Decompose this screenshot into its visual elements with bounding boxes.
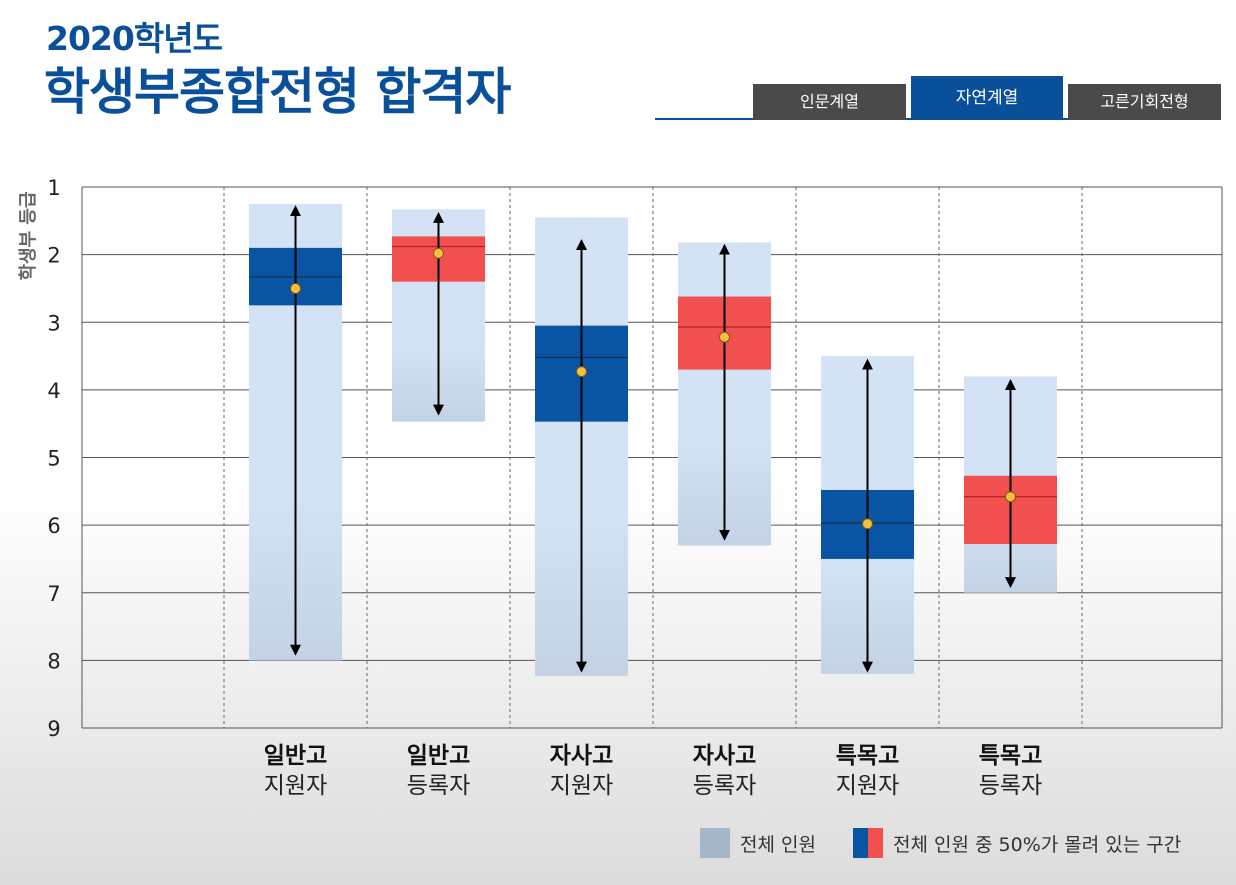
page-title: 학생부종합전형 합격자 bbox=[44, 63, 511, 121]
tab-natural-sciences[interactable]: 자연계열 bbox=[911, 76, 1063, 120]
mean-dot bbox=[862, 518, 873, 530]
category-label-line2: 등록자 bbox=[979, 773, 1042, 799]
y-tick-label: 5 bbox=[47, 447, 60, 471]
legend-middle50-label: 전체 인원 중 50%가 몰려 있는 구간 bbox=[893, 833, 1182, 856]
y-tick-label: 9 bbox=[47, 717, 60, 741]
y-tick-label: 7 bbox=[47, 582, 60, 606]
mean-dot bbox=[719, 331, 730, 343]
y-tick-label: 4 bbox=[47, 379, 60, 403]
category-label-line2: 등록자 bbox=[693, 773, 756, 799]
mean-dot bbox=[1005, 491, 1016, 503]
category-label-line2: 등록자 bbox=[407, 773, 470, 799]
category-label-line1: 일반고 bbox=[407, 743, 470, 769]
legend-middle50-swatch bbox=[853, 828, 883, 858]
tab-humanities[interactable]: 인문계열 bbox=[753, 84, 906, 120]
category-label-line2: 지원자 bbox=[550, 773, 613, 799]
legend-total-label: 전체 인원 bbox=[740, 833, 816, 856]
category-label-line1: 특목고 bbox=[836, 743, 899, 769]
category-label-line1: 일반고 bbox=[264, 743, 327, 769]
y-tick-label: 2 bbox=[47, 244, 60, 268]
category-label-line2: 지원자 bbox=[264, 773, 327, 799]
legend-total-swatch bbox=[700, 828, 730, 858]
tab-equal-opportunity[interactable]: 고른기회전형 bbox=[1068, 84, 1221, 120]
category-label-line1: 자사고 bbox=[693, 743, 756, 769]
title-year: 2020학년도 bbox=[46, 19, 223, 58]
y-tick-label: 6 bbox=[47, 514, 60, 538]
mean-dot bbox=[576, 366, 587, 378]
y-tick-label: 8 bbox=[47, 649, 60, 673]
category-label-line1: 자사고 bbox=[550, 743, 613, 769]
legend-total: 전체 인원 bbox=[700, 826, 816, 860]
mean-dot bbox=[290, 282, 301, 294]
y-tick-label: 1 bbox=[47, 176, 60, 200]
category-label-line1: 특목고 bbox=[979, 743, 1042, 769]
legend-middle50: 전체 인원 중 50%가 몰려 있는 구간 bbox=[853, 826, 1181, 860]
y-tick-label: 3 bbox=[47, 311, 60, 335]
category-label-line2: 지원자 bbox=[836, 773, 899, 799]
mean-dot bbox=[433, 247, 444, 259]
y-axis-label: 학생부 등급 bbox=[17, 191, 39, 280]
